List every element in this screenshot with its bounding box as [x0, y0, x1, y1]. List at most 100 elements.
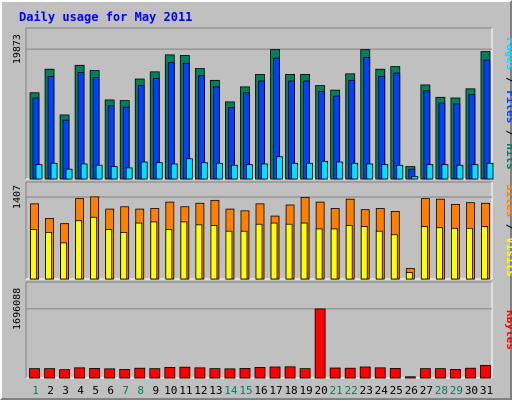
bar-visits-day-31 [481, 226, 488, 280]
bar-visits-day-30 [466, 227, 473, 280]
bar-pages-day-19 [306, 162, 313, 180]
x-tick-label-16: 16 [254, 384, 267, 397]
bar-pages-day-26 [411, 175, 419, 180]
bar-files-day-10 [167, 62, 175, 180]
bar-kbytes-day-5 [89, 368, 101, 379]
bar-kbytes-day-11 [179, 366, 191, 379]
bar-visits-day-9 [150, 221, 158, 280]
bar-kbytes-day-3 [59, 369, 70, 379]
ytick-label: 19873 [12, 34, 23, 64]
panel-hits-files-pages: 19873 Pages / Files / Hits [12, 27, 512, 180]
x-tick-label-22: 22 [345, 384, 358, 397]
bar-kbytes-day-22 [344, 367, 356, 379]
bar-kbytes-day-21 [329, 367, 341, 379]
bar-pages-day-21 [336, 161, 344, 180]
x-tick-label-11: 11 [179, 384, 192, 397]
chart-title: Daily usage for May 2011 [19, 10, 192, 24]
bar-visits-day-13 [210, 225, 218, 280]
bar-kbytes-day-24 [374, 367, 386, 379]
bar-kbytes-day-2 [44, 368, 55, 379]
bar-pages-day-13 [216, 162, 223, 180]
panel-background [26, 282, 492, 378]
legend-label: KBytes [504, 310, 512, 350]
bar-kbytes-day-29 [450, 369, 461, 379]
bar-visits-day-3 [60, 242, 67, 280]
bar-kbytes-day-26 [404, 376, 416, 379]
x-tick-label-3: 3 [62, 384, 69, 397]
bar-visits-day-8 [135, 222, 143, 280]
bar-kbytes-day-31 [480, 364, 491, 379]
legend-label: Pages / Files / Hits [504, 37, 512, 170]
x-tick-label-29: 29 [450, 384, 463, 397]
x-tick-label-14: 14 [224, 384, 238, 397]
bar-kbytes-day-7 [119, 369, 131, 379]
bar-visits-day-24 [375, 230, 383, 280]
bar-visits-day-6 [105, 229, 113, 280]
bar-visits-day-15 [240, 230, 248, 280]
legend-entry: Pages [504, 37, 512, 70]
x-tick-label-23: 23 [360, 384, 373, 397]
bar-visits-day-5 [90, 216, 98, 280]
bar-visits-day-2 [45, 231, 52, 280]
x-tick-label-1: 1 [32, 384, 39, 397]
bar-pages-day-8 [140, 161, 148, 180]
bar-pages-day-18 [291, 162, 298, 180]
legend-entry: / [504, 70, 512, 90]
bar-kbytes-day-4 [74, 367, 86, 379]
bar-kbytes-day-27 [419, 368, 431, 379]
bar-kbytes-day-12 [194, 367, 206, 379]
x-tick-label-19: 19 [299, 384, 312, 397]
legend-entry: Files [504, 90, 512, 123]
bar-pages-day-23 [366, 163, 374, 180]
bar-visits-day-29 [451, 227, 458, 280]
bar-visits-day-16 [255, 223, 263, 280]
bar-kbytes-day-13 [209, 368, 221, 379]
bar-visits-day-18 [285, 223, 293, 280]
bar-visits-day-7 [120, 231, 128, 280]
x-tick-label-31: 31 [480, 384, 493, 397]
bar-pages-day-25 [396, 164, 404, 180]
x-tick-label-21: 21 [330, 384, 343, 397]
legend-label: Sites / Visits [504, 184, 512, 277]
bar-pages-day-27 [426, 164, 434, 180]
bar-files-day-4 [77, 72, 85, 180]
bar-visits-day-14 [225, 230, 233, 280]
bar-files-day-25 [393, 72, 401, 180]
legend-entry: Visits [504, 237, 512, 277]
x-tick-label-9: 9 [152, 384, 159, 397]
bar-pages-day-15 [246, 164, 253, 180]
bar-visits-day-4 [75, 220, 83, 280]
x-tick-label-28: 28 [435, 384, 448, 397]
bar-files-day-31 [483, 59, 491, 180]
x-tick-label-15: 15 [239, 384, 252, 397]
x-tick-label-20: 20 [315, 384, 328, 397]
bar-visits-day-25 [390, 234, 398, 280]
bar-pages-day-22 [351, 162, 359, 180]
bar-pages-day-20 [321, 160, 329, 180]
legend-entry: Hits [504, 143, 512, 170]
bar-kbytes-day-19 [299, 368, 311, 379]
bar-visits-day-19 [300, 222, 308, 280]
bar-visits-day-1 [30, 229, 37, 280]
bar-files-day-24 [378, 76, 386, 180]
bar-kbytes-day-6 [104, 368, 116, 379]
bar-pages-day-31 [486, 162, 494, 180]
bar-pages-day-2 [50, 162, 58, 180]
bar-kbytes-day-15 [239, 368, 251, 379]
x-tick-label-12: 12 [194, 384, 207, 397]
x-axis-labels: 1 2 3 4 5 6 7 8 9 10 11 12 13 14 15 16 17 18 19 20 21 22 23 24 2… [32, 384, 493, 397]
bar-visits-day-11 [180, 221, 188, 280]
x-tick-label-10: 10 [164, 384, 177, 397]
bar-kbytes-day-9 [149, 368, 161, 379]
bar-visits-day-28 [435, 227, 443, 280]
bar-kbytes-day-25 [389, 368, 401, 379]
panel-visits-sites: 1407 Sites / Visits [12, 181, 512, 280]
bar-pages-day-9 [155, 162, 163, 180]
bar-visits-day-22 [345, 225, 353, 280]
x-tick-label-6: 6 [107, 384, 114, 397]
x-tick-label-24: 24 [375, 384, 389, 397]
legend-entry: Sites [504, 184, 512, 217]
bar-visits-day-21 [330, 228, 338, 280]
